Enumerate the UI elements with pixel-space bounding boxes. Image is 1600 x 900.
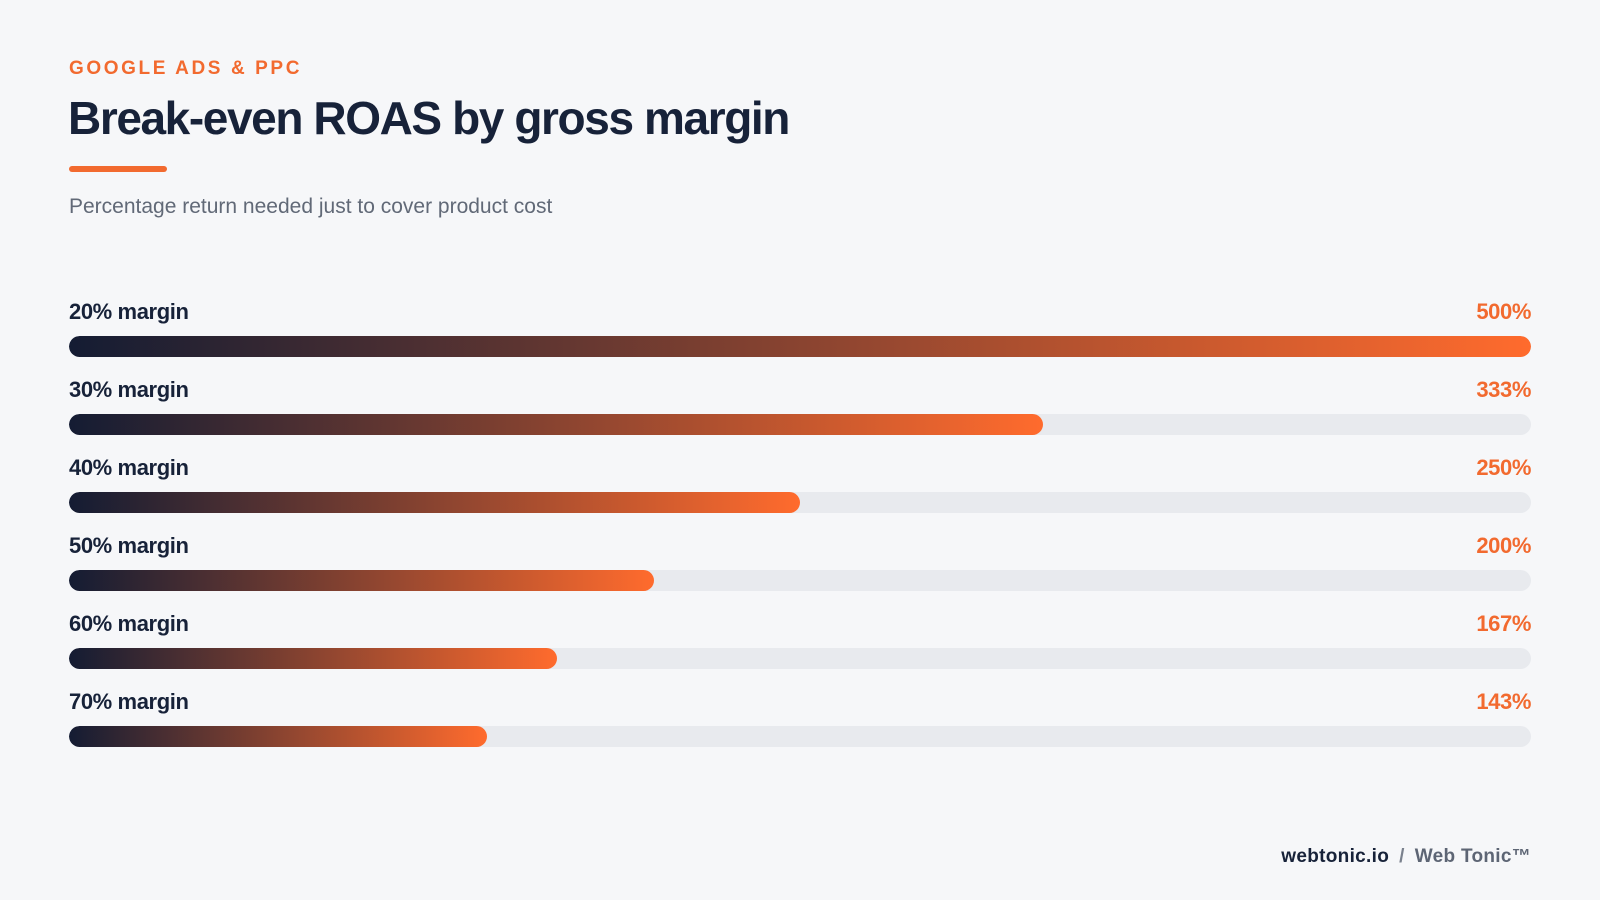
bar-track [69, 414, 1531, 435]
chart-row: 70% margin 143% [69, 687, 1531, 765]
bar-track [69, 726, 1531, 747]
bar-value-label: 500% [1476, 299, 1531, 324]
chart-row: 50% margin 200% [69, 531, 1531, 609]
title-accent-rule [69, 166, 167, 172]
bar-value-label: 167% [1476, 611, 1531, 636]
bar [69, 336, 1531, 357]
bar-value-label: 143% [1476, 689, 1531, 714]
bar [69, 570, 654, 591]
bar [69, 414, 1043, 435]
bar-track [69, 648, 1531, 669]
bar-value-label: 250% [1476, 455, 1531, 480]
footer-brand: Web Tonic™ [1414, 846, 1531, 867]
bar-value-label: 333% [1476, 377, 1531, 402]
bar-category-label: 40% margin [69, 455, 189, 480]
bar-category-label: 50% margin [69, 533, 189, 558]
page-subtitle: Percentage return needed just to cover p… [69, 195, 553, 218]
footer-credit: webtonic.io / Web Tonic™ [1281, 846, 1531, 868]
bar-category-label: 70% margin [69, 689, 189, 714]
bar-track [69, 492, 1531, 513]
bar-category-label: 60% margin [69, 611, 189, 636]
chart-row: 20% margin 500% [69, 297, 1531, 375]
chart-row: 60% margin 167% [69, 609, 1531, 687]
footer-separator: / [1399, 846, 1405, 867]
bar [69, 492, 800, 513]
category-eyebrow: GOOGLE ADS & PPC [69, 58, 303, 79]
bar [69, 726, 487, 747]
chart-row: 40% margin 250% [69, 453, 1531, 531]
bar-track [69, 336, 1531, 357]
page-title: Break-even ROAS by gross margin [68, 92, 790, 144]
bar-track [69, 570, 1531, 591]
chart-row: 30% margin 333% [69, 375, 1531, 453]
bar-value-label: 200% [1476, 533, 1531, 558]
bar-category-label: 30% margin [69, 377, 189, 402]
bar-category-label: 20% margin [69, 299, 189, 324]
footer-domain: webtonic.io [1281, 846, 1390, 867]
break-even-roas-chart: 20% margin 500% 30% margin 333% 40% margin 25… [69, 297, 1531, 765]
bar [69, 648, 557, 669]
